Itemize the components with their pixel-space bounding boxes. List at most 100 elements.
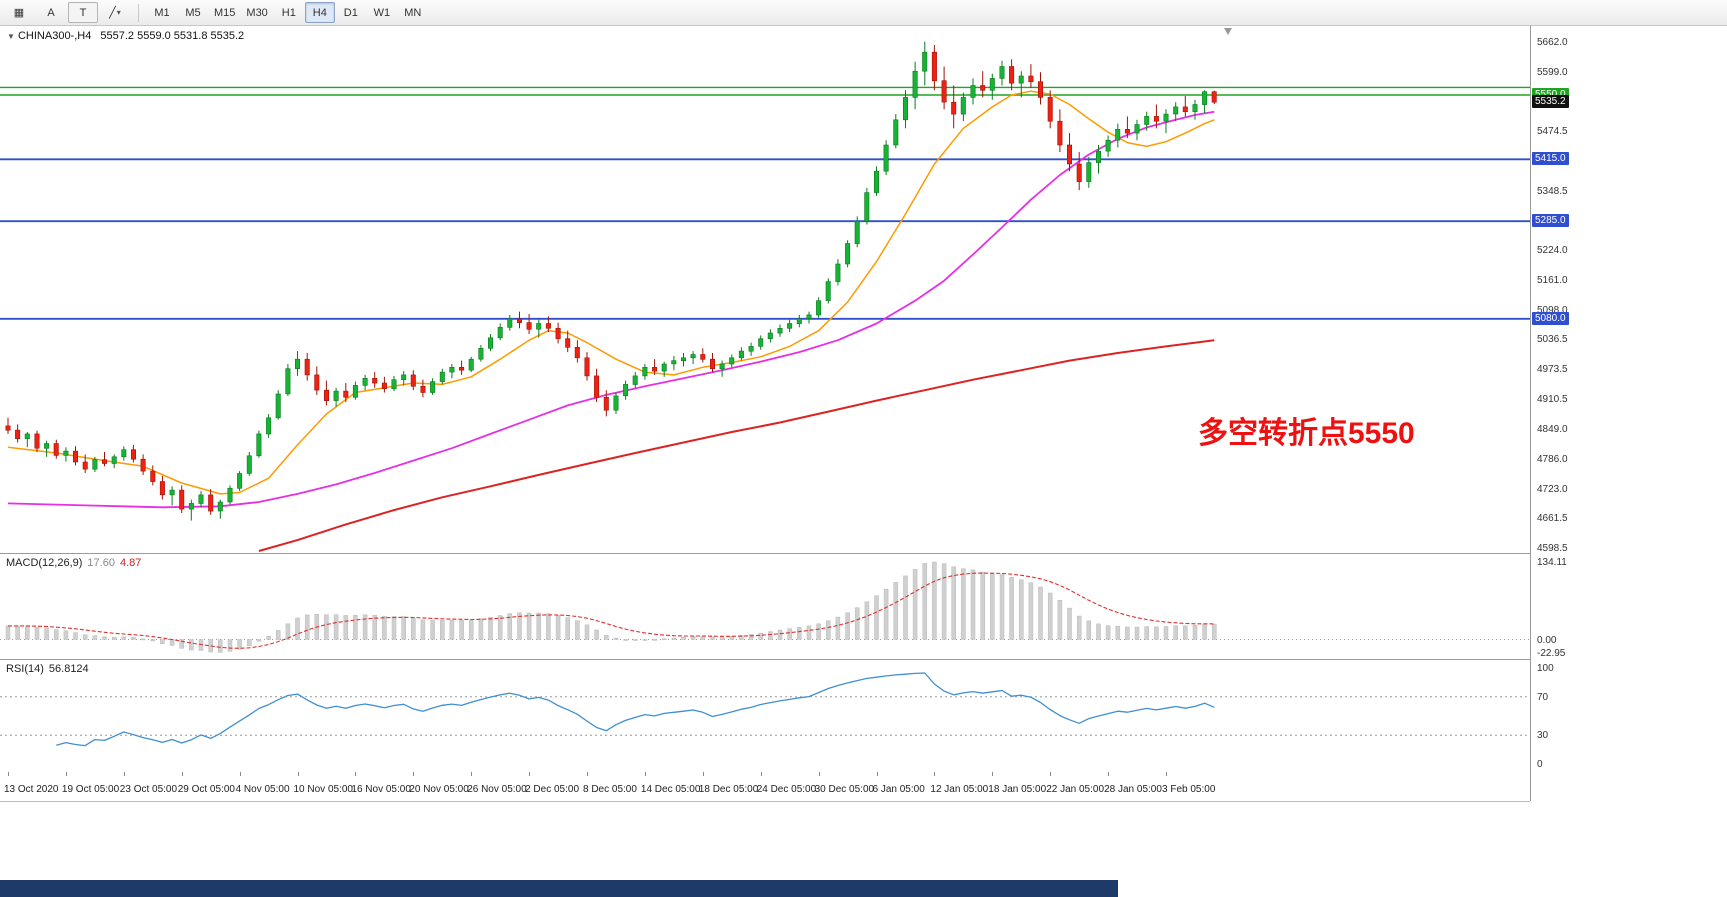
rsi-chart[interactable] <box>0 660 1530 772</box>
axis-tick-label: 4786.0 <box>1537 453 1568 465</box>
axis-tick-label: 5662.0 <box>1537 36 1568 48</box>
time-tick <box>8 772 9 776</box>
macd-chart[interactable] <box>0 554 1530 658</box>
time-label: 29 Oct 05:00 <box>177 784 235 795</box>
time-label: 28 Jan 05:00 <box>1104 784 1162 795</box>
axis-tick-label: 5224.0 <box>1537 245 1568 257</box>
axis-tick-label: 100 <box>1537 663 1554 674</box>
axis-tick-label: 0 <box>1537 759 1543 770</box>
time-label: 2 Dec 05:00 <box>525 784 580 795</box>
macd-label: MACD(12,26,9) 17.60 4.87 <box>6 557 142 569</box>
text-a-icon[interactable]: A <box>47 6 55 19</box>
time-label: 22 Jan 05:00 <box>1046 784 1105 795</box>
main-chart-panel[interactable]: ▼ CHINA300-,H4 5557.2 5559.0 5531.8 5535… <box>0 26 1530 552</box>
time-label: 26 Nov 05:00 <box>467 784 527 795</box>
timeframe-button-mn[interactable]: MN <box>404 6 422 19</box>
rsi-panel[interactable]: RSI(14) 56.8124 <box>0 660 1530 772</box>
time-label: 12 Jan 05:00 <box>930 784 989 795</box>
panel-divider[interactable] <box>0 553 1601 554</box>
time-tick <box>181 772 183 776</box>
time-tick <box>818 772 820 776</box>
time-tick <box>934 772 936 776</box>
price-tag: 5080.0 <box>1532 311 1569 325</box>
time-label: 30 Dec 05:00 <box>814 784 875 795</box>
symbol-menu-caret-icon[interactable]: ▼ <box>7 32 15 41</box>
time-tick <box>529 772 531 776</box>
timeframe-button-group: M1 M5 M15 M30 H1 H4 D1 W1 MN <box>147 2 428 23</box>
time-tick <box>760 772 762 776</box>
tile-windows-icon[interactable]: ▦ <box>13 7 25 19</box>
time-tick <box>65 772 67 776</box>
time-tick <box>702 772 704 776</box>
axis-tick-label: 5348.5 <box>1537 185 1568 197</box>
time-tick <box>239 772 241 776</box>
timeframe-button-h4[interactable]: H4 <box>304 2 335 23</box>
time-tick <box>355 772 357 776</box>
time-label: 13 Oct 2020 <box>4 784 59 795</box>
macd-histogram <box>5 561 1217 653</box>
axis-tick-label: 5474.5 <box>1537 125 1568 137</box>
axis-tick-label: 5098.0 <box>1537 305 1568 317</box>
toolbar-icon-group: ▦ A T ╱ ▾ <box>4 2 130 23</box>
axis-tick-label: 4973.5 <box>1537 364 1568 376</box>
time-axis[interactable]: 13 Oct 2020 19 Oct 05:00 23 Oct 05:00 29 Oc… <box>0 772 1530 802</box>
timeframe-button-d1[interactable]: D1 <box>343 6 358 19</box>
time-tick <box>644 772 646 776</box>
time-tick <box>123 772 125 776</box>
timeframe-button-m30[interactable]: M30 <box>246 6 268 19</box>
time-tick <box>1166 772 1167 776</box>
timeframe-button-m1[interactable]: M1 <box>154 6 170 19</box>
macd-main-value: 17.60 <box>87 557 115 569</box>
symbol-label: CHINA300-,H4 <box>17 30 92 42</box>
axis-tick-label: 4723.0 <box>1537 483 1568 495</box>
price-tag: 5415.0 <box>1532 152 1569 166</box>
time-tick <box>587 772 588 776</box>
timeframe-button-m15[interactable]: M15 <box>214 6 236 19</box>
axis-tick-label: 134.11 <box>1537 557 1567 569</box>
chart-header: ▼ CHINA300-,H4 5557.2 5559.0 5531.8 5535… <box>6 30 244 42</box>
axis-tick-label: 5036.5 <box>1537 334 1568 346</box>
time-tick <box>1050 772 1052 776</box>
rsi-line <box>56 672 1215 747</box>
line-studies-icon[interactable]: ╱ ▾ <box>109 7 121 19</box>
candles-layer <box>5 41 1217 521</box>
time-label: 18 Jan 05:00 <box>988 784 1047 795</box>
axis-tick-label: 4598.5 <box>1537 542 1568 554</box>
axis-tick-label: 5599.0 <box>1537 66 1568 78</box>
time-label: 10 Nov 05:00 <box>293 784 354 795</box>
toolbar-separator <box>138 3 139 22</box>
macd-signal-value: 4.87 <box>119 557 142 569</box>
candlestick-chart[interactable] <box>0 26 1530 552</box>
timeframe-button-h1[interactable]: H1 <box>281 6 296 19</box>
time-tick <box>413 772 415 776</box>
text-tool-icon[interactable]: T <box>68 2 98 23</box>
panel-divider[interactable] <box>0 659 1601 660</box>
time-label: 6 Jan 05:00 <box>872 784 925 795</box>
macd-panel[interactable]: MACD(12,26,9) 17.60 4.87 <box>0 554 1530 658</box>
ma-slow-red <box>258 339 1215 552</box>
rsi-value: 56.8124 <box>48 663 89 675</box>
time-tick <box>876 772 878 776</box>
time-label: 16 Nov 05:00 <box>351 784 411 795</box>
time-label: 8 Dec 05:00 <box>583 784 637 795</box>
time-label: 3 Feb 05:00 <box>1162 784 1216 795</box>
chart-shift-marker <box>1224 28 1232 35</box>
timeframe-button-m5[interactable]: M5 <box>185 6 201 19</box>
time-label: 14 Dec 05:00 <box>640 784 701 795</box>
axis-tick-label: 0.00 <box>1537 634 1557 646</box>
horizontal-scrollbar[interactable] <box>0 880 1118 897</box>
time-label: 19 Oct 05:00 <box>61 784 120 795</box>
timeframe-button-w1[interactable]: W1 <box>373 6 391 19</box>
axis-tick-label: 70 <box>1537 691 1549 703</box>
time-label: 23 Oct 05:00 <box>119 784 178 795</box>
price-tag: 5285.0 <box>1532 214 1569 228</box>
axis-tick-label: 4910.5 <box>1537 394 1568 406</box>
axis-tick-label: -22.95 <box>1537 647 1566 659</box>
ohlc-values: 5557.2 5559.0 5531.8 5535.2 <box>100 30 245 42</box>
time-tick <box>471 772 473 776</box>
dropdown-caret-icon: ▾ <box>116 8 121 17</box>
price-axis[interactable]: 5662.0 5599.0 5474.5 5348.5 5224.0 5161.0 5098… <box>1530 26 1603 801</box>
axis-tick-label: 4661.5 <box>1537 512 1568 524</box>
rsi-label: RSI(14) 56.8124 <box>6 663 89 675</box>
